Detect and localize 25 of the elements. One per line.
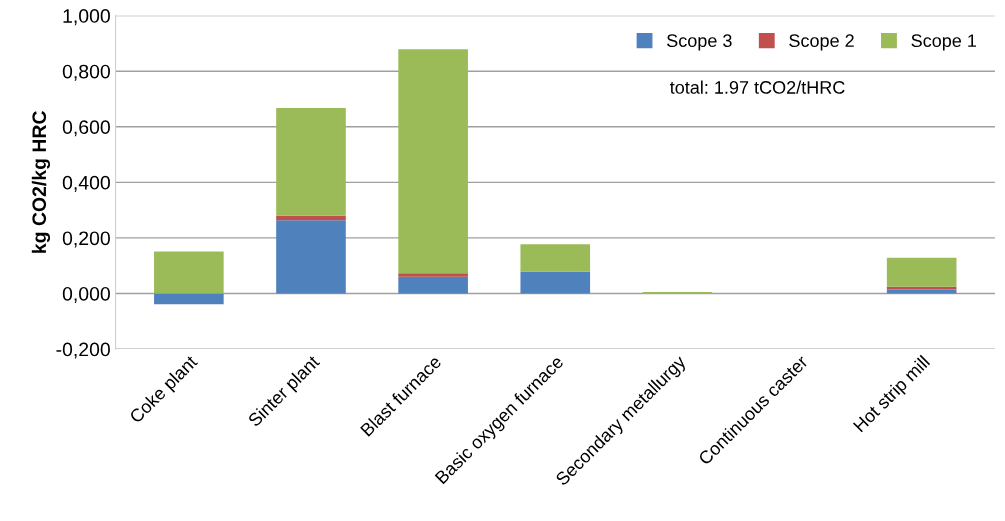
legend-label: Scope 1 — [911, 34, 977, 51]
y-tick-label: 0,200 — [62, 231, 110, 248]
legend-label: Scope 2 — [789, 34, 854, 51]
y-tick-label: 0,400 — [62, 175, 110, 192]
bar — [276, 215, 346, 221]
bar — [276, 220, 346, 294]
annotation: total: 1.97 tCO2/tHRC — [669, 80, 845, 94]
bar — [520, 271, 591, 294]
bar — [886, 257, 957, 287]
y-tick-label: 0,000 — [62, 286, 110, 304]
bar — [398, 49, 468, 274]
bar — [398, 273, 468, 277]
y-tick-label: 0,600 — [62, 120, 110, 137]
bar — [154, 293, 224, 305]
legend-label: Scope 3 — [667, 34, 732, 51]
bar — [520, 244, 591, 272]
y-axis-title: kg CO2/kg HRC — [31, 111, 51, 253]
bar — [398, 276, 468, 294]
y-tick-label: 0,800 — [62, 64, 110, 81]
bar — [154, 251, 224, 294]
y-tick-label: -0,200 — [56, 342, 110, 359]
bar — [886, 286, 957, 290]
y-tick-label: 1,000 — [63, 9, 110, 26]
bar — [276, 107, 346, 216]
x-tick-label: Hot strip mill — [852, 354, 933, 436]
